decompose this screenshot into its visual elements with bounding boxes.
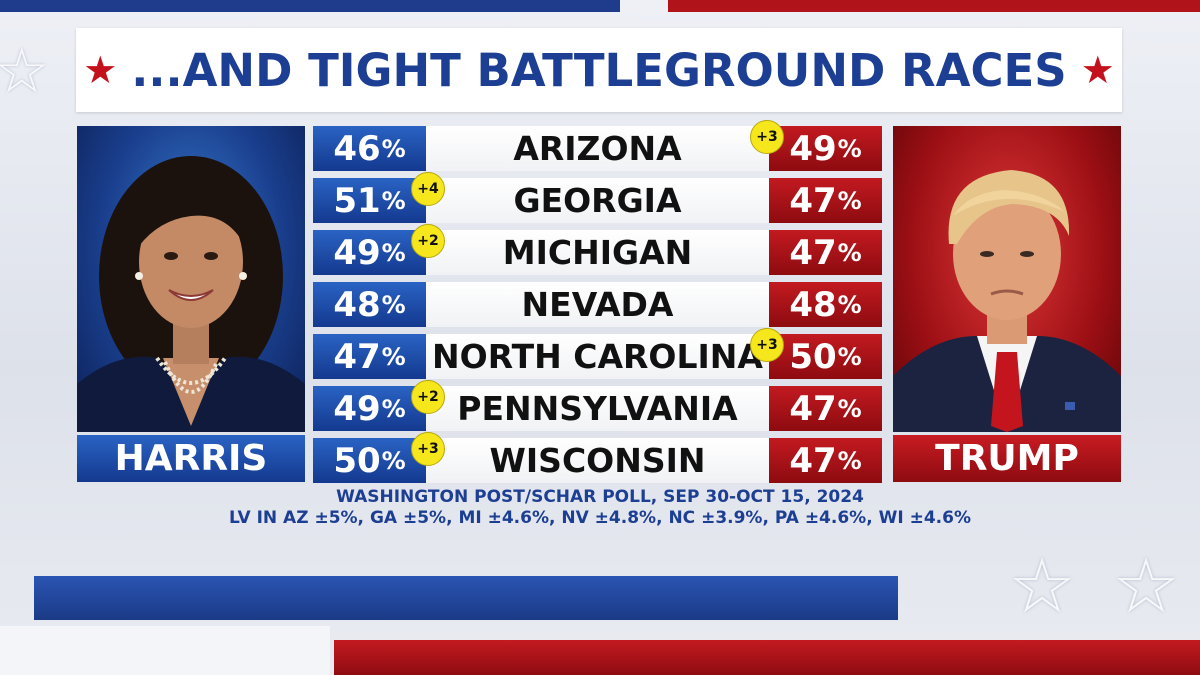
state-name: NORTH CAROLINA xyxy=(432,337,763,376)
lead-margin-badge: +2 xyxy=(411,224,445,258)
trump-percentage-value: 48 xyxy=(789,284,837,325)
percent-sign: % xyxy=(381,290,406,319)
harris-percentage: 51% xyxy=(313,178,426,223)
harris-percentage-value: 51 xyxy=(333,180,381,221)
percent-sign: % xyxy=(837,342,862,371)
state-name: NEVADA xyxy=(521,285,674,324)
trump-percentage-value: 47 xyxy=(789,180,837,221)
trump-percentage-value: 49 xyxy=(789,128,837,169)
trump-percentage: 47% xyxy=(769,178,882,223)
trump-portrait xyxy=(893,126,1121,432)
percent-sign: % xyxy=(837,134,862,163)
lead-margin-badge: +2 xyxy=(411,380,445,414)
percent-sign: % xyxy=(837,446,862,475)
state-name: PENNSYLVANIA xyxy=(457,389,738,428)
percent-sign: % xyxy=(837,186,862,215)
trump-percentage-value: 47 xyxy=(789,388,837,429)
title-bar: ★ ...AND TIGHT BATTLEGROUND RACES ★ xyxy=(76,28,1122,112)
trump-percentage: 49% xyxy=(769,126,882,171)
harris-percentage: 49% xyxy=(313,230,426,275)
trump-percentage: 50% xyxy=(769,334,882,379)
state-row: 48% NEVADA 48% xyxy=(313,282,882,327)
state-name: WISCONSIN xyxy=(489,441,706,480)
state-row: 49% PENNSYLVANIA 47% +2 xyxy=(313,380,882,431)
state-name: ARIZONA xyxy=(513,129,682,168)
harris-percentage-value: 49 xyxy=(333,388,381,429)
state-row: 50% WISCONSIN 47% +3 xyxy=(313,432,882,483)
bottom-blue-stripe xyxy=(34,576,898,620)
state-name: MICHIGAN xyxy=(502,233,693,272)
bottom-white-stripe xyxy=(0,626,330,675)
percent-sign: % xyxy=(381,134,406,163)
harris-percentage-value: 48 xyxy=(333,284,381,325)
harris-percentage: 49% xyxy=(313,386,426,431)
trump-percentage: 48% xyxy=(769,282,882,327)
state-row: 51% GEORGIA 47% +4 xyxy=(313,172,882,223)
percent-sign: % xyxy=(381,238,406,267)
harris-percentage: 46% xyxy=(313,126,426,171)
harris-percentage-value: 47 xyxy=(333,336,381,377)
percent-sign: % xyxy=(381,186,406,215)
state-row: 49% MICHIGAN 47% +2 xyxy=(313,224,882,275)
page-title: ...AND TIGHT BATTLEGROUND RACES xyxy=(131,43,1067,97)
lead-margin-badge: +3 xyxy=(750,328,784,362)
percent-sign: % xyxy=(837,290,862,319)
star-icon: ★ xyxy=(83,48,118,92)
star-icon: ★ xyxy=(1080,48,1115,92)
background-star-icon: ☆ xyxy=(1112,541,1181,630)
harris-percentage: 50% xyxy=(313,438,426,483)
harris-name-label: HARRIS xyxy=(77,435,305,482)
background-star-icon: ☆ xyxy=(0,34,50,107)
percent-sign: % xyxy=(381,446,406,475)
trump-percentage-value: 47 xyxy=(789,440,837,481)
harris-percentage-value: 49 xyxy=(333,232,381,273)
trump-percentage: 47% xyxy=(769,230,882,275)
poll-source: WASHINGTON POST/SCHAR POLL, SEP 30-OCT 1… xyxy=(336,487,864,507)
background-star-icon: ☆ xyxy=(1008,541,1077,630)
top-red-stripe xyxy=(668,0,1200,12)
harris-portrait-illustration xyxy=(77,156,305,432)
top-blue-stripe xyxy=(0,0,620,12)
trump-percentage: 47% xyxy=(769,438,882,483)
state-row: 46% ARIZONA 49% +3 xyxy=(313,120,882,171)
poll-margin-of-error: LV IN AZ ±5%, GA ±5%, MI ±4.6%, NV ±4.8%… xyxy=(229,508,971,528)
harris-percentage: 48% xyxy=(313,282,426,327)
harris-percentage-value: 46 xyxy=(333,128,381,169)
lead-margin-badge: +4 xyxy=(411,172,445,206)
lead-margin-badge: +3 xyxy=(411,432,445,466)
trump-percentage-value: 50 xyxy=(789,336,837,377)
percent-sign: % xyxy=(837,394,862,423)
percent-sign: % xyxy=(381,342,406,371)
percent-sign: % xyxy=(381,394,406,423)
bottom-red-stripe xyxy=(334,640,1200,675)
trump-percentage-value: 47 xyxy=(789,232,837,273)
trump-percentage: 47% xyxy=(769,386,882,431)
state-row: 47% NORTH CAROLINA 50% +3 xyxy=(313,328,882,379)
state-name: GEORGIA xyxy=(513,181,682,220)
trump-portrait-illustration xyxy=(893,170,1121,432)
percent-sign: % xyxy=(837,238,862,267)
harris-portrait xyxy=(77,126,305,432)
trump-name-label: TRUMP xyxy=(893,435,1121,482)
lead-margin-badge: +3 xyxy=(750,120,784,154)
harris-percentage-value: 50 xyxy=(333,440,381,481)
harris-percentage: 47% xyxy=(313,334,426,379)
